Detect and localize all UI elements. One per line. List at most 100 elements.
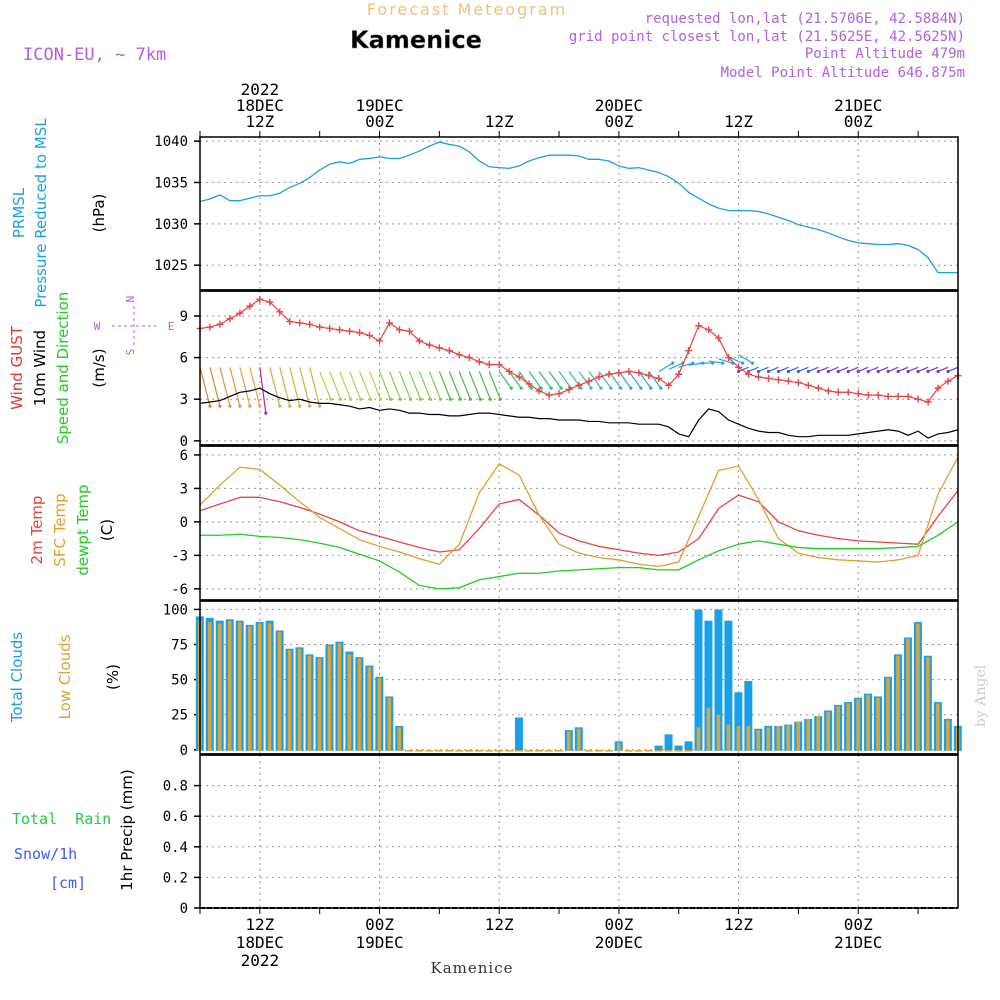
cloud-ylabel-low: Low Clouds [56, 634, 74, 719]
wind-direction-arrow [368, 371, 382, 400]
precip-frame [199, 754, 959, 909]
wind-direction-arrow [528, 371, 542, 389]
low-cloud-bar [726, 724, 731, 751]
wind-ytick-label: 0 [180, 434, 188, 450]
model-altitude: Model Point Altitude 646.875m [721, 65, 965, 81]
wind-direction-arrow [418, 371, 431, 400]
gust-marker [725, 354, 733, 362]
low-cloud-bar [916, 623, 920, 751]
wind-direction-arrow [468, 371, 481, 400]
precip-ylabel: Total Rain Snow/1h [cm] 1hr Precip (mm) [12, 769, 136, 892]
top-time-label: 12Z [245, 112, 274, 131]
wind-direction-arrow [199, 367, 211, 407]
gust-marker [455, 351, 463, 359]
low-cloud-bar [227, 620, 232, 751]
pressure-ylabel: PRMSL Pressure Reduced to MSL (hPa) [10, 118, 108, 308]
precip-ytick-label: 0.6 [163, 809, 188, 825]
top-time-label: 00Z [844, 112, 873, 131]
wind-arrow-head [649, 386, 653, 390]
pressure-ytick-label: 1040 [154, 134, 188, 150]
wind-arrow-head [579, 386, 583, 390]
top-time-label: 21DEC [834, 96, 882, 115]
wind-direction-arrow [708, 360, 723, 364]
precip-ytick-label: 0.4 [163, 840, 188, 856]
wind-direction-arrow [339, 371, 352, 400]
wind-arrow-head [629, 386, 633, 390]
wind-direction-arrow [219, 367, 231, 407]
wind-direction-arrow [618, 371, 632, 389]
gust-marker [794, 379, 802, 387]
wind-arrow-head [478, 397, 482, 401]
wind-arrow-head [318, 404, 322, 408]
low-cloud-bar [247, 626, 252, 751]
gust-marker [226, 315, 234, 323]
low-cloud-bar [347, 654, 352, 751]
low-cloud-bar [577, 728, 581, 751]
wind-arrow-head [438, 397, 442, 401]
pressure-ylabel-line2: Pressure Reduced to MSL [32, 118, 50, 308]
gust-marker [435, 344, 443, 352]
precip-ylabel-snow: Snow/1h [14, 845, 77, 863]
temperature-series-line [200, 521, 959, 590]
gust-marker [854, 390, 862, 398]
wind-direction-arrow [249, 367, 261, 407]
precip-ytick-label: 0.8 [163, 779, 188, 795]
gust-marker [715, 334, 723, 342]
gust-marker [445, 347, 453, 355]
temperature-series-line [199, 490, 959, 557]
top-time-label: 2022 [241, 80, 280, 99]
low-cloud-bar [357, 658, 362, 751]
wind-direction-arrow [628, 371, 642, 389]
gust-marker [535, 387, 543, 395]
gust-marker [745, 370, 753, 378]
top-time-label: 12Z [485, 112, 514, 131]
wind-direction-arrow [598, 371, 612, 389]
gust-marker [415, 337, 423, 345]
wind-direction-arrow [458, 371, 471, 400]
clouds-ytick-label: 0 [180, 743, 188, 759]
wind-direction-arrow [668, 362, 684, 370]
wind-arrow-head [916, 369, 920, 374]
gust-marker [475, 358, 483, 366]
wind-arrow-head [458, 397, 462, 401]
gust-marker [765, 374, 772, 382]
wind-direction-arrow [498, 371, 512, 389]
top-time-label: 18DEC [236, 96, 284, 115]
wind-ytick-label: 3 [180, 392, 188, 408]
wind-arrow-head [228, 404, 232, 408]
wind-arrow-head [721, 361, 725, 365]
cloud-unit: (%) [104, 664, 122, 690]
wind-direction-arrow [917, 366, 929, 373]
low-cloud-bar [397, 727, 402, 751]
wind-ytick-label: 9 [180, 309, 188, 325]
gust-marker [326, 324, 334, 332]
wind-arrow-head [509, 386, 513, 390]
low-cloud-bar [257, 623, 262, 751]
low-cloud-bar [926, 657, 930, 751]
bottom-time-label: 12Z [485, 915, 514, 934]
wind-direction-arrow [678, 362, 693, 368]
precip-unit: 1hr Precip (mm) [118, 769, 136, 890]
wind-arrow-head [671, 361, 675, 365]
temperature-series-line [199, 456, 959, 568]
wind-arrow-head [519, 386, 523, 390]
panels: 10251030103510400369-6-3036025507510000.… [154, 134, 962, 917]
precip-ylabel-cm: [cm] [50, 874, 86, 892]
low-cloud-bar [896, 655, 900, 751]
wind-arrow-head [448, 397, 452, 401]
wind-direction-arrow [638, 371, 652, 389]
wind-arrow-head [368, 397, 373, 401]
low-cloud-bar [367, 666, 372, 751]
wind-direction-arrow [937, 366, 949, 373]
low-cloud-bar [836, 706, 840, 751]
precip-ytick-label: 0 [180, 901, 188, 917]
gust-marker [924, 398, 932, 406]
chart-subtitle: Forecast Meteogram [367, 0, 567, 19]
compass-e: E [168, 320, 175, 333]
wind-frame [199, 290, 959, 446]
gust-marker [346, 327, 354, 335]
wind-arrow-head [329, 397, 333, 401]
gust-marker [655, 374, 663, 382]
wind-arrow-head [736, 369, 741, 374]
wind-direction-arrow [488, 371, 501, 400]
